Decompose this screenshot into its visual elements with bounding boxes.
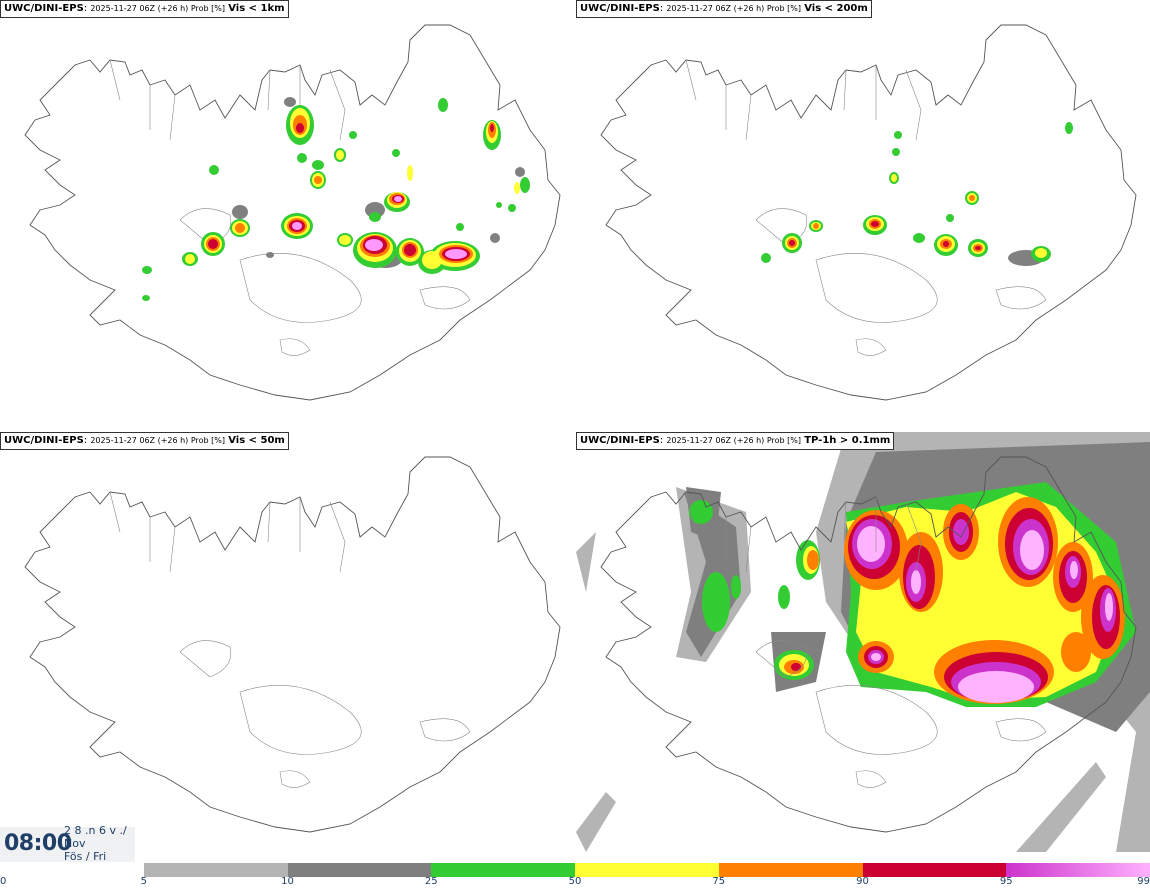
terrain-contour <box>279 770 311 788</box>
variable-label: Vis < 200m <box>804 3 868 14</box>
iceland-map-vis-200m <box>600 24 1137 401</box>
terrain-contour <box>179 640 232 678</box>
coastline-outline <box>24 456 561 833</box>
run-info: 2025-11-27 06Z (+26 h) Prob [%] <box>666 4 802 13</box>
terrain-contour <box>267 497 346 573</box>
iceland-coastline <box>600 24 1137 401</box>
probability-shading <box>576 432 1150 852</box>
model-name: UWC/DINI-EPS <box>4 3 84 14</box>
legend-tick-label: 75 <box>712 876 726 887</box>
terrain-contour <box>755 640 808 678</box>
legend-tick-label: 50 <box>568 876 582 887</box>
map-panel-tp-1h: UWC/DINI-EPS: 2025-11-27 06Z (+26 h) Pro… <box>576 432 1150 862</box>
model-name: UWC/DINI-EPS <box>580 435 660 446</box>
month-label: Nov <box>64 837 86 850</box>
terrain-contour <box>239 685 362 755</box>
legend-color-90 <box>862 863 1008 877</box>
panel-title: UWC/DINI-EPS: 2025-11-27 06Z (+26 h) Pro… <box>576 432 895 450</box>
terrain-contour <box>685 491 752 573</box>
map-panel-vis-200m: UWC/DINI-EPS: 2025-11-27 06Z (+26 h) Pro… <box>576 0 1150 430</box>
legend-color-25 <box>431 863 576 877</box>
terrain-contour <box>419 286 471 310</box>
iceland-coastline <box>24 456 561 833</box>
variable-label: Vis < 1km <box>228 3 285 14</box>
terrain-contour <box>279 338 311 356</box>
valid-date: 2 8 .n 6 v ./ Nov Fös / Fri <box>64 824 127 863</box>
panel-title: UWC/DINI-EPS: 2025-11-27 06Z (+26 h) Pro… <box>0 432 289 450</box>
legend-tick-label: 25 <box>424 876 438 887</box>
probability-shading <box>761 122 1073 266</box>
panel-title: UWC/DINI-EPS: 2025-11-27 06Z (+26 h) Pro… <box>0 0 289 18</box>
coastline-outline <box>600 24 1137 401</box>
map-panel-vis-50m: UWC/DINI-EPS: 2025-11-27 06Z (+26 h) Pro… <box>0 432 574 862</box>
run-info: 2025-11-27 06Z (+26 h) Prob [%] <box>666 436 802 445</box>
terrain-contour <box>419 718 471 742</box>
iceland-map-vis-50m <box>24 456 561 833</box>
run-info: 2025-11-27 06Z (+26 h) Prob [%] <box>90 4 226 13</box>
legend-color-0 <box>0 863 145 877</box>
iceland-coastline <box>600 456 1137 833</box>
variable-label: TP-1h > 0.1mm <box>804 435 891 446</box>
terrain-contour <box>843 497 922 573</box>
valid-time: 08:00 <box>4 831 72 856</box>
terrain-contour <box>995 718 1047 742</box>
legend-tick-label: 0 <box>0 876 7 887</box>
legend-tick-label: 10 <box>281 876 294 887</box>
probability-legend: 0 5 10 25 50 75 90 95 99 <box>0 862 1150 891</box>
date-line: 2 8 .n 6 v ./ <box>64 824 127 837</box>
iceland-map-vis-1km <box>24 24 561 401</box>
terrain-contour <box>995 286 1047 310</box>
coastline-outline <box>24 24 561 401</box>
legend-color-5 <box>143 863 289 877</box>
legend-color-75 <box>718 863 864 877</box>
terrain-contour <box>855 770 887 788</box>
probability-shading <box>142 97 530 301</box>
terrain-contour <box>815 253 938 323</box>
coastline-outline <box>600 456 1137 833</box>
legend-color-50 <box>575 863 720 877</box>
variable-label: Vis < 50m <box>228 435 285 446</box>
legend-tick-label: 5 <box>140 876 147 887</box>
legend-tick-label: 90 <box>856 876 869 887</box>
terrain-contour <box>239 253 362 323</box>
terrain-contour <box>815 685 938 755</box>
terrain-contour <box>109 491 176 573</box>
legend-color-10 <box>287 863 433 877</box>
terrain-contour <box>843 65 922 141</box>
terrain-contour <box>685 59 752 141</box>
legend-tick-label: 95 <box>999 876 1013 887</box>
model-name: UWC/DINI-EPS <box>4 435 84 446</box>
map-panel-vis-1km: UWC/DINI-EPS: 2025-11-27 06Z (+26 h) Pro… <box>0 0 574 430</box>
legend-tick-label: 99 <box>1137 876 1150 887</box>
legend-color-95 <box>1006 863 1150 877</box>
iceland-map-tp-1h <box>576 432 1150 852</box>
iceland-coastline <box>24 24 561 401</box>
model-name: UWC/DINI-EPS <box>580 3 660 14</box>
panel-title: UWC/DINI-EPS: 2025-11-27 06Z (+26 h) Pro… <box>576 0 872 18</box>
weekday-label: Fös / Fri <box>64 850 107 863</box>
run-info: 2025-11-27 06Z (+26 h) Prob [%] <box>90 436 226 445</box>
terrain-contour <box>855 338 887 356</box>
valid-time-box: 08:00 2 8 .n 6 v ./ Nov Fös / Fri <box>0 824 135 863</box>
terrain-contour <box>109 59 176 141</box>
